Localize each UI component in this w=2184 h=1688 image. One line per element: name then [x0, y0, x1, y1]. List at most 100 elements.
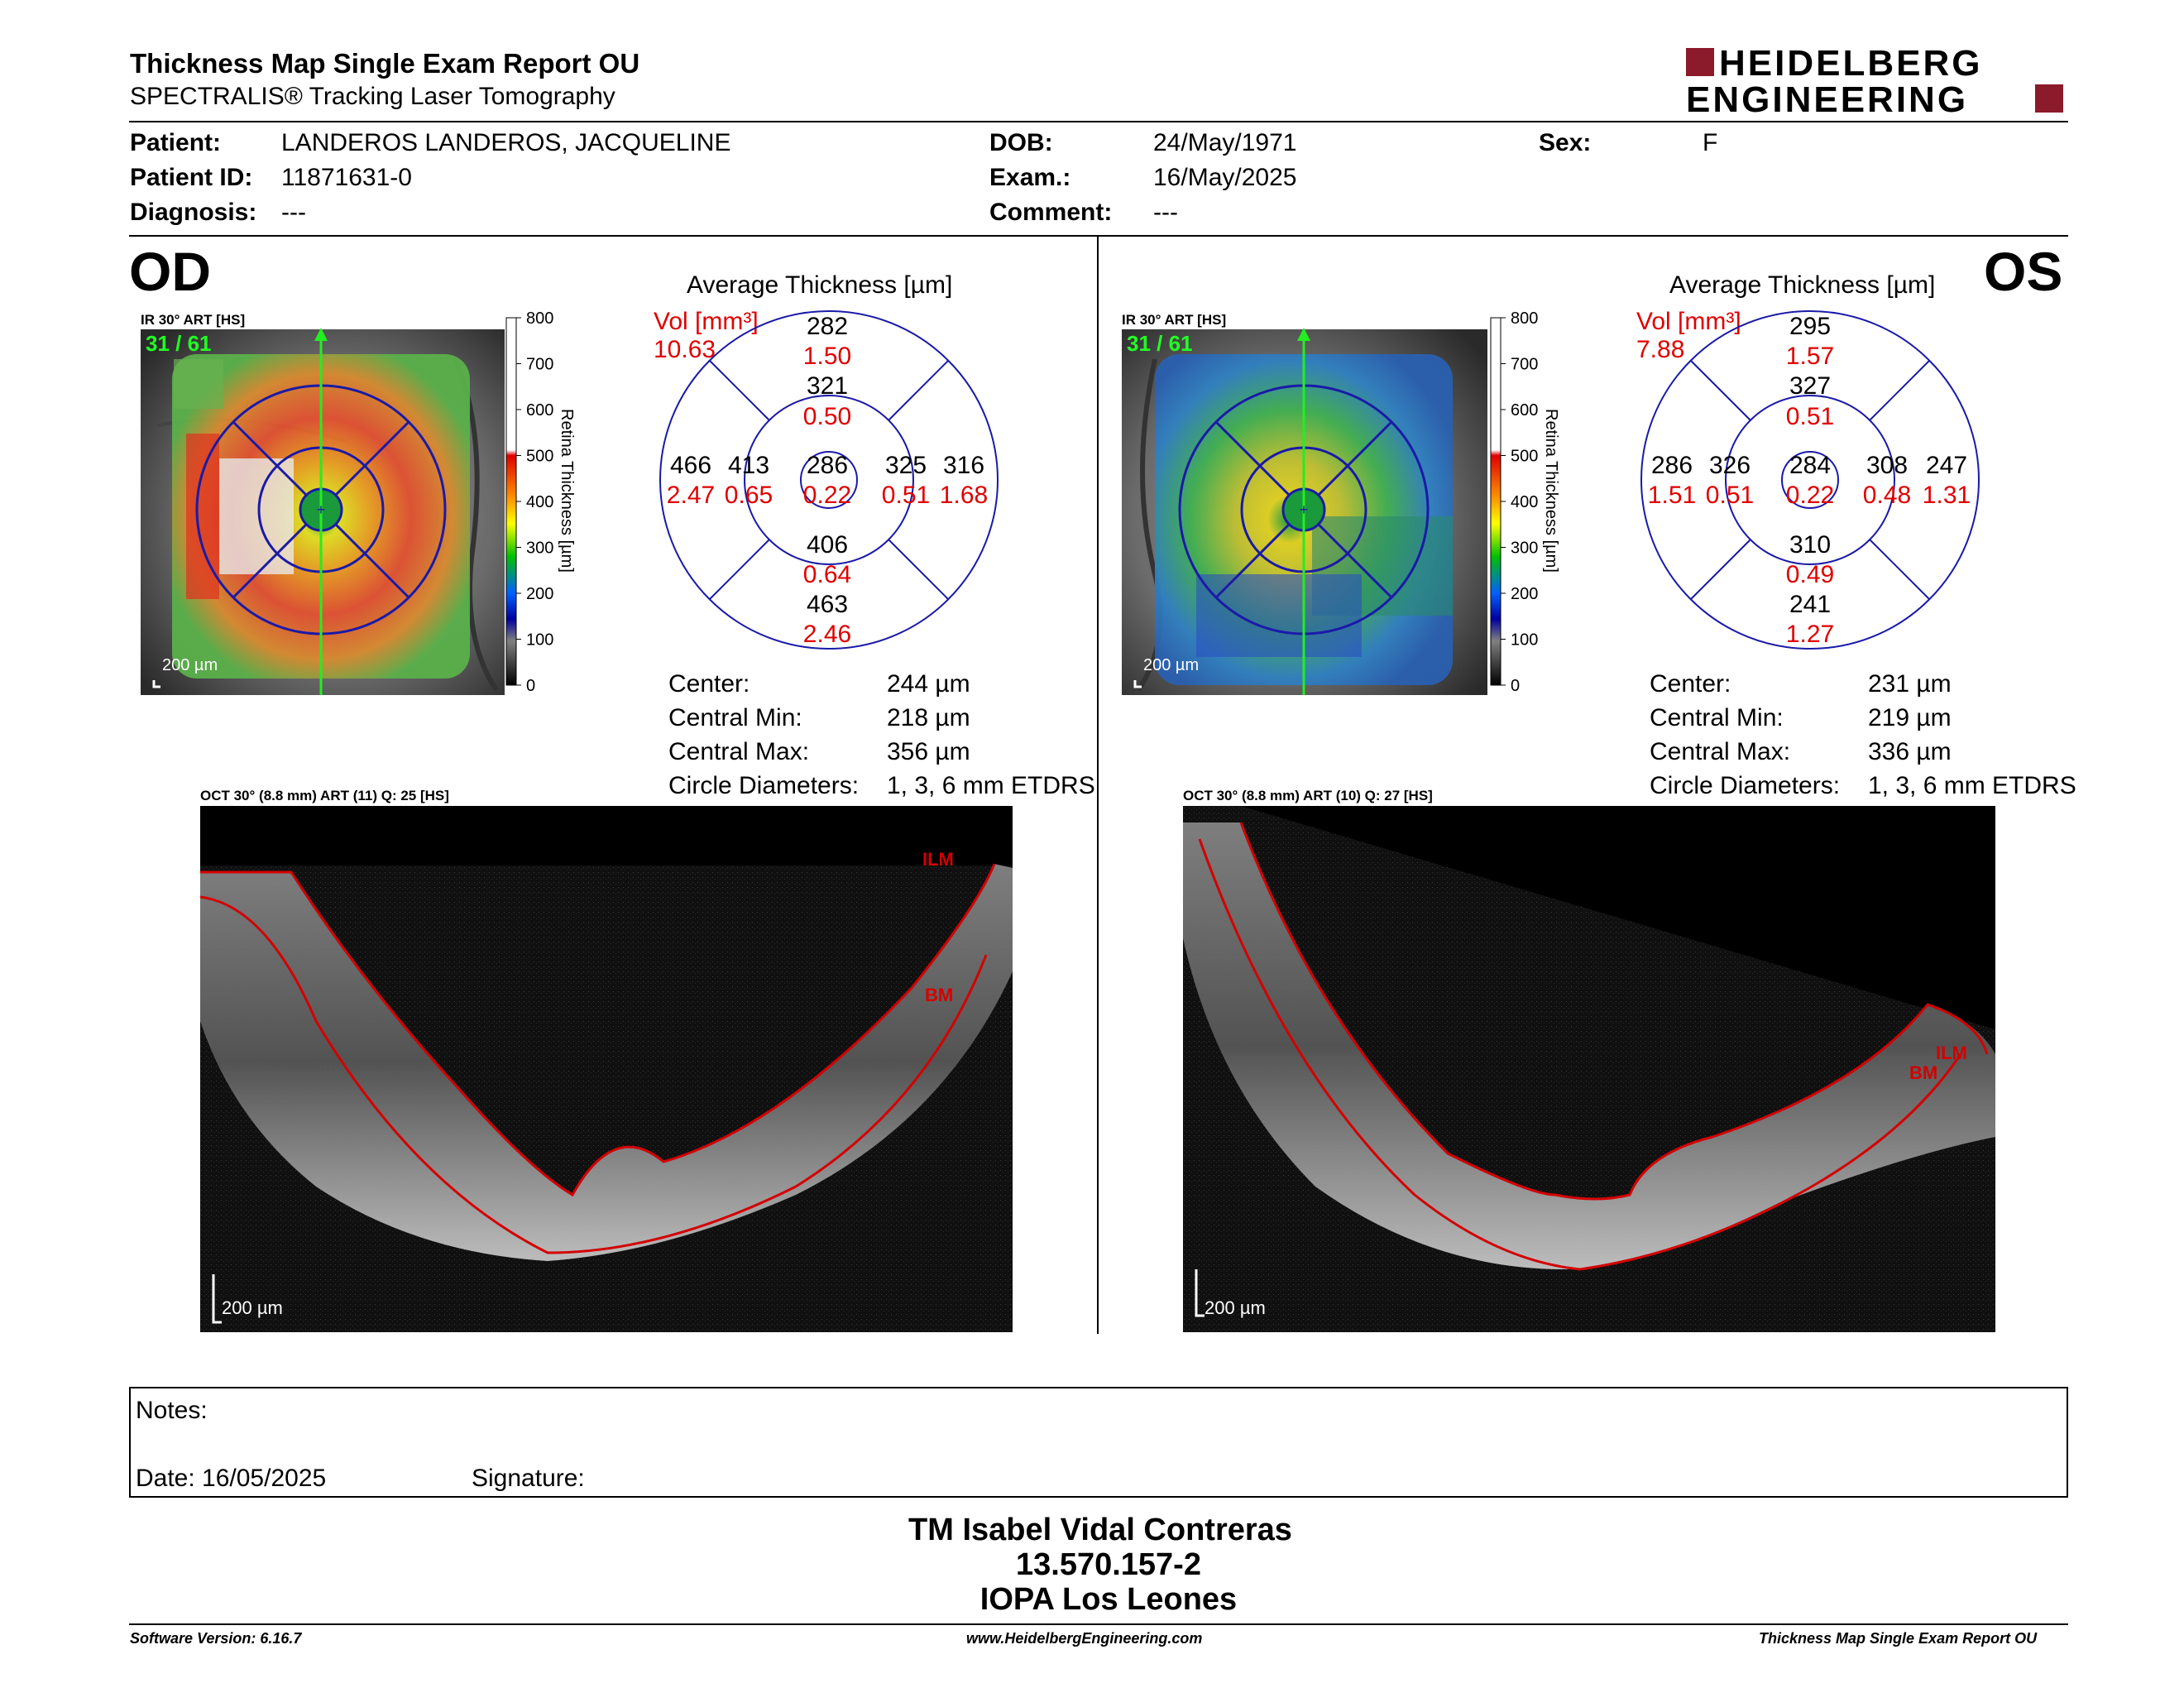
- od-outer-left-thick: 466: [669, 452, 712, 479]
- signer-id: 13.570.157-2: [1016, 1547, 1201, 1582]
- od-cmax-label: Central Max:: [668, 738, 810, 765]
- os-outer-sup-vol: 1.57: [1785, 343, 1835, 370]
- od-colorbar: 800 700 600 500 400 300 200 100 0 Retina Thickne…: [505, 309, 596, 695]
- comment-label: Comment:: [989, 199, 1113, 226]
- comment-value: ---: [1153, 199, 1178, 226]
- logo-text-top: HEIDELBERG: [1719, 46, 1982, 84]
- notes-date: Date: 16/05/2025: [136, 1465, 327, 1492]
- os-outer-left-vol: 1.51: [1647, 482, 1697, 509]
- os-center-thick: 284: [1789, 452, 1832, 479]
- heidelberg-logo: HEIDELBERG ENGINEERING: [1684, 43, 2065, 120]
- os-center-label: Center:: [1650, 670, 1731, 698]
- os-outer-inf-thick: 241: [1789, 591, 1832, 618]
- signer-name: TM Isabel Vidal Contreras: [908, 1513, 1292, 1547]
- website-link[interactable]: www.HeidelbergEngineering.com: [966, 1630, 1203, 1647]
- colorbar-tick-label: 0: [1511, 677, 1520, 695]
- sex-value: F: [1703, 129, 1718, 156]
- od-outer-right-thick: 316: [942, 452, 985, 479]
- od-etdrs-grid: [659, 309, 999, 650]
- os-etdrs-grid: [1640, 309, 1980, 650]
- colorbar-tick-label: 100: [1511, 631, 1538, 650]
- colorbar-tick-label: 700: [1511, 356, 1538, 374]
- od-frame-counter: 31 / 61: [146, 331, 212, 356]
- os-inner-left-vol: 0.51: [1705, 482, 1755, 509]
- os-outer-right-thick: 247: [1925, 452, 1968, 479]
- diagnosis-label: Diagnosis:: [130, 199, 257, 226]
- os-inner-left-thick: 326: [1708, 452, 1751, 479]
- os-oct-scale: 200 µm: [1205, 1297, 1266, 1318]
- od-cmin-value: 218 µm: [887, 704, 970, 731]
- od-vol-label: Vol [mm³]: [654, 308, 759, 335]
- os-colorbar-title-wrap: Retina Thickness [µm]: [1539, 409, 1564, 599]
- od-colorbar-title: Retina Thickness [µm]: [558, 409, 576, 573]
- report-title: Thickness Map Single Exam Report OU: [130, 48, 640, 79]
- od-inner-left-vol: 0.65: [724, 482, 774, 509]
- signature-label: Signature:: [472, 1465, 585, 1492]
- od-inner-sup-thick: 321: [806, 372, 849, 400]
- od-inner-sup-vol: 0.50: [802, 403, 852, 430]
- dob-label: DOB:: [989, 129, 1053, 156]
- os-inner-right-thick: 308: [1866, 452, 1909, 479]
- od-oct-label: OCT 30° (8.8 mm) ART (11) Q: 25 [HS]: [200, 788, 449, 803]
- od-circle-value: 1, 3, 6 mm ETDRS: [887, 772, 1095, 799]
- os-frame-counter: 31 / 61: [1127, 331, 1193, 356]
- os-outer-right-vol: 1.31: [1922, 482, 1971, 509]
- colorbar-tick-label: 300: [1511, 539, 1538, 558]
- patient-id-label: Patient ID:: [130, 164, 253, 191]
- colorbar-tick-label: 600: [1511, 401, 1538, 420]
- od-inner-inf-thick: 406: [806, 531, 849, 559]
- os-inner-sup-vol: 0.51: [1785, 403, 1835, 430]
- patient-label: Patient:: [130, 129, 222, 156]
- os-inner-inf-vol: 0.49: [1785, 561, 1835, 588]
- os-thickness-map: + 200 µm 31 / 61 IR 30° ART [HS]: [1122, 309, 1487, 695]
- os-colorbar-title: Retina Thickness [µm]: [1542, 409, 1560, 573]
- os-inner-sup-thick: 327: [1789, 372, 1832, 400]
- os-avg-title: Average Thickness [µm]: [1669, 271, 1936, 299]
- colorbar-tick-label: 200: [526, 585, 553, 603]
- od-ir-label: IR 30° ART [HS]: [141, 312, 245, 328]
- svg-text:+: +: [1300, 501, 1309, 518]
- od-inner-right-vol: 0.51: [881, 482, 931, 509]
- report-subtitle: SPECTRALIS® Tracking Laser Tomography: [130, 83, 615, 110]
- od-outer-right-vol: 1.68: [939, 482, 989, 509]
- od-inner-left-thick: 413: [727, 452, 770, 479]
- sex-label: Sex:: [1539, 129, 1592, 156]
- os-center-value: 231 µm: [1868, 670, 1952, 698]
- colorbar-tick-label: 500: [526, 448, 553, 466]
- od-center-thick: 286: [806, 452, 849, 479]
- notes-label: Notes:: [136, 1397, 208, 1424]
- os-ir-label: IR 30° ART [HS]: [1122, 312, 1226, 328]
- od-inner-inf-vol: 0.64: [802, 561, 852, 588]
- exam-value: 16/May/2025: [1153, 164, 1297, 191]
- colorbar-tick-label: 100: [526, 631, 553, 650]
- os-oct-label: OCT 30° (8.8 mm) ART (10) Q: 27 [HS]: [1183, 788, 1433, 803]
- os-cmin-value: 219 µm: [1868, 704, 1952, 731]
- os-outer-inf-vol: 1.27: [1785, 621, 1835, 648]
- od-thickness-map: + 200 µm 31 / 61 IR 30° ART [HS]: [141, 309, 505, 695]
- exam-label: Exam.:: [989, 164, 1071, 191]
- os-eye-label: OS: [1984, 241, 2063, 302]
- os-center-vol: 0.22: [1785, 482, 1835, 509]
- os-vol-label: Vol [mm³]: [1636, 308, 1741, 335]
- od-vol-value: 10.63: [654, 336, 716, 363]
- os-circle-value: 1, 3, 6 mm ETDRS: [1868, 772, 2076, 799]
- os-outer-left-thick: 286: [1650, 452, 1693, 479]
- notes-box[interactable]: [129, 1387, 2068, 1498]
- od-outer-left-vol: 2.47: [666, 482, 716, 509]
- od-colorbar-title-wrap: Retina Thickness [µm]: [554, 409, 579, 599]
- os-colorbar: 800 700 600 500 400 300 200 100 0 Retina Thickne…: [1489, 309, 1580, 695]
- od-inner-right-thick: 325: [884, 452, 927, 479]
- os-oct-bscan: ILM BM 200 µm: [1183, 806, 1995, 1332]
- os-map-scale: 200 µm: [1143, 656, 1199, 674]
- logo-text-bottom: ENGINEERING: [1686, 79, 1968, 116]
- dob-value: 24/May/1971: [1153, 129, 1297, 156]
- od-cmax-value: 356 µm: [887, 738, 970, 765]
- os-cmin-label: Central Min:: [1650, 704, 1784, 731]
- os-cmax-label: Central Max:: [1650, 738, 1791, 765]
- od-bm-label: BM: [925, 985, 953, 1005]
- od-outer-inf-vol: 2.46: [802, 621, 852, 648]
- colorbar-tick-label: 0: [526, 677, 535, 695]
- os-vol-value: 7.88: [1636, 336, 1685, 363]
- os-outer-sup-thick: 295: [1789, 313, 1832, 340]
- signer-org: IOPA Los Leones: [979, 1582, 1238, 1617]
